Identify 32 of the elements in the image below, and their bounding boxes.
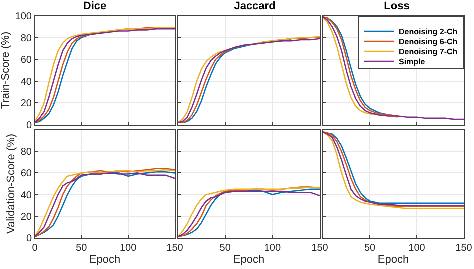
x-tick-label: 50 bbox=[220, 243, 232, 254]
y-tick-label: 40 bbox=[20, 190, 32, 202]
y-tick-label: 80 bbox=[20, 33, 32, 44]
y-tick-label: 80 bbox=[20, 147, 32, 158]
y-tick-label: 60 bbox=[20, 168, 32, 180]
legend-label: Denoising 6-Ch bbox=[399, 38, 458, 47]
y-axis-title: Validation-Score (%) bbox=[6, 134, 18, 234]
y-tick-label: 20 bbox=[20, 212, 32, 223]
legend-label: Denoising 7-Ch bbox=[399, 48, 458, 57]
chart-title: Loss bbox=[384, 0, 410, 13]
x-tick-label: 100 bbox=[264, 243, 282, 254]
x-axis-title: Epoch bbox=[233, 254, 265, 266]
y-tick-label: 20 bbox=[20, 98, 32, 110]
x-tick-label: 150 bbox=[166, 243, 184, 254]
chart-title: Dice bbox=[83, 0, 107, 13]
x-axis-title: Epoch bbox=[89, 254, 121, 266]
x-tick-label: 50 bbox=[364, 243, 376, 254]
x-tick-label: 100 bbox=[120, 243, 138, 254]
chart-title: Jaccard bbox=[234, 0, 276, 13]
x-tick-label: 150 bbox=[312, 243, 329, 254]
legend-label: Simple bbox=[399, 58, 426, 67]
x-tick-label: 150 bbox=[456, 243, 473, 254]
x-tick-label: 50 bbox=[76, 243, 88, 254]
y-tick-label: 0 bbox=[26, 234, 32, 244]
x-tick-label: 100 bbox=[408, 243, 426, 254]
x-axis-title: Epoch bbox=[378, 254, 410, 266]
legend-label: Denoising 2-Ch bbox=[399, 28, 458, 37]
y-tick-label: 60 bbox=[20, 55, 32, 66]
y-tick-label: 0 bbox=[26, 120, 32, 132]
y-axis-title: Train-Score (%) bbox=[0, 32, 12, 110]
y-tick-label: 40 bbox=[20, 76, 32, 88]
y-tick-label: 100 bbox=[15, 12, 32, 22]
